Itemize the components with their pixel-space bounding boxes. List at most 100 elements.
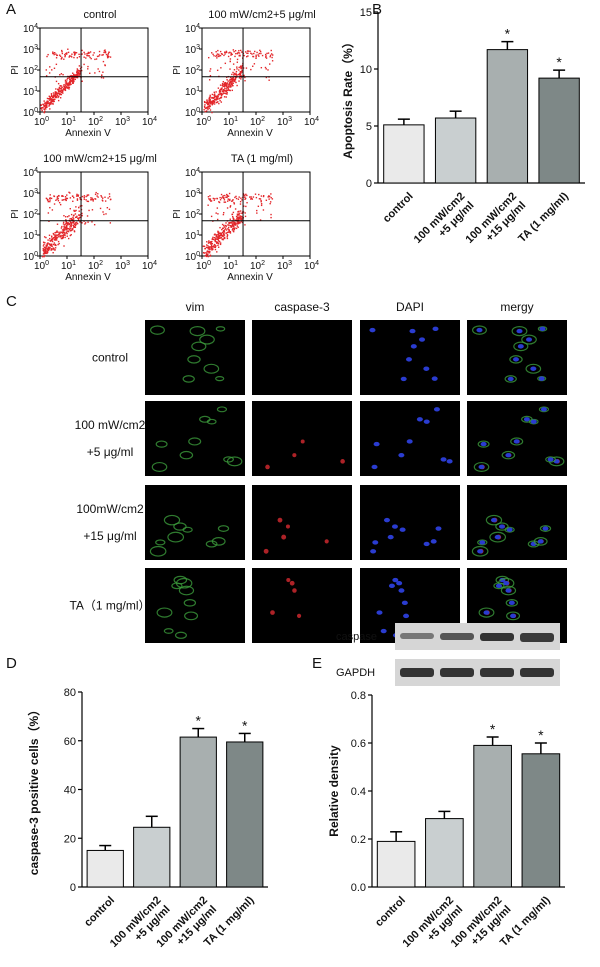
tick-exponent: 4 — [34, 23, 38, 30]
x-tick-label: TA (1 mg/ml) — [498, 894, 553, 949]
event-dot — [238, 66, 240, 69]
event-dot — [53, 242, 56, 244]
event-dot — [229, 205, 232, 207]
event-dot — [77, 71, 80, 74]
event-dot — [81, 205, 83, 207]
event-dot — [206, 107, 209, 109]
event-dot — [225, 50, 228, 53]
event-dot — [81, 53, 83, 55]
y-tick-label: 101 — [185, 86, 200, 98]
event-dot — [50, 99, 53, 101]
event-dot — [76, 57, 79, 59]
event-dot — [223, 233, 225, 235]
event-dot — [240, 66, 243, 68]
cell-body — [163, 628, 174, 634]
cell-body — [489, 531, 507, 543]
event-dot — [219, 92, 222, 95]
event-dot — [47, 248, 50, 250]
event-dot — [268, 195, 271, 198]
event-dot — [94, 58, 96, 61]
event-dot — [232, 71, 234, 74]
x-tick-label-group: control — [373, 894, 408, 929]
event-dot — [228, 82, 231, 84]
event-dot — [229, 68, 231, 70]
y-tick-label: 20 — [64, 833, 76, 845]
event-dot — [203, 101, 206, 104]
event-dot — [222, 80, 225, 83]
event-dot — [236, 218, 238, 220]
event-dot — [272, 54, 274, 56]
tick-exponent: 2 — [261, 116, 265, 123]
y-tick-label: 0.6 — [351, 738, 366, 750]
event-dot — [49, 98, 52, 101]
event-dot — [64, 234, 66, 236]
tick-base: 10 — [196, 261, 208, 272]
event-dot — [234, 78, 237, 81]
cell-body — [174, 631, 187, 639]
event-dot — [50, 93, 53, 95]
event-dot — [233, 228, 236, 231]
event-dot — [70, 213, 73, 216]
event-dot — [240, 197, 242, 199]
nucleus — [373, 441, 380, 447]
event-dot — [239, 54, 241, 56]
event-dot — [211, 93, 214, 96]
event-dot — [51, 240, 54, 243]
tick-base: 10 — [185, 24, 197, 35]
event-dot — [219, 242, 222, 244]
nucleus — [495, 583, 502, 589]
event-dot — [46, 245, 48, 247]
event-dot — [78, 53, 80, 56]
event-dot — [74, 226, 76, 228]
event-dot — [240, 218, 243, 221]
event-dot — [49, 243, 51, 246]
event-dot — [226, 85, 228, 88]
event-dot — [64, 89, 67, 92]
event-dot — [98, 70, 101, 73]
event-dot — [238, 77, 241, 79]
row-label: TA（1 mg/ml） — [69, 599, 150, 613]
micrograph — [145, 568, 245, 643]
event-dot — [61, 199, 63, 201]
event-dot — [271, 60, 274, 62]
event-dot — [78, 73, 80, 75]
event-dot — [52, 52, 55, 54]
event-dot — [223, 237, 226, 240]
y-tick-label: 100 — [185, 251, 200, 263]
event-dot — [244, 212, 246, 214]
cell-body — [223, 456, 234, 463]
event-dot — [48, 104, 51, 106]
event-dot — [223, 90, 225, 92]
tick-exponent: 3 — [196, 44, 200, 51]
event-dot — [49, 103, 51, 105]
event-dot — [75, 74, 78, 76]
event-dot — [57, 88, 59, 91]
event-dot — [213, 94, 215, 97]
event-dot — [211, 247, 213, 249]
event-cloud — [202, 192, 274, 258]
event-dot — [56, 239, 58, 241]
event-dot — [108, 193, 111, 195]
nucleus — [498, 524, 505, 529]
event-dot — [73, 210, 76, 212]
tick-base: 10 — [61, 261, 73, 272]
cell-body — [521, 334, 537, 345]
event-dot — [202, 245, 205, 247]
event-dot — [226, 231, 228, 234]
event-dot — [67, 48, 69, 50]
event-dot — [60, 231, 63, 233]
event-dot — [61, 49, 63, 52]
event-dot — [50, 248, 53, 250]
tick-exponent: 4 — [153, 116, 157, 123]
event-dot — [216, 234, 218, 236]
event-dot — [208, 250, 210, 253]
event-dot — [208, 240, 210, 242]
event-dot — [224, 81, 227, 84]
event-dot — [270, 53, 273, 55]
event-dot — [244, 196, 246, 198]
event-dot — [232, 224, 234, 226]
cell-body — [501, 450, 516, 460]
cell-body — [527, 540, 540, 548]
cell-body — [510, 437, 524, 446]
event-dot — [226, 195, 228, 197]
